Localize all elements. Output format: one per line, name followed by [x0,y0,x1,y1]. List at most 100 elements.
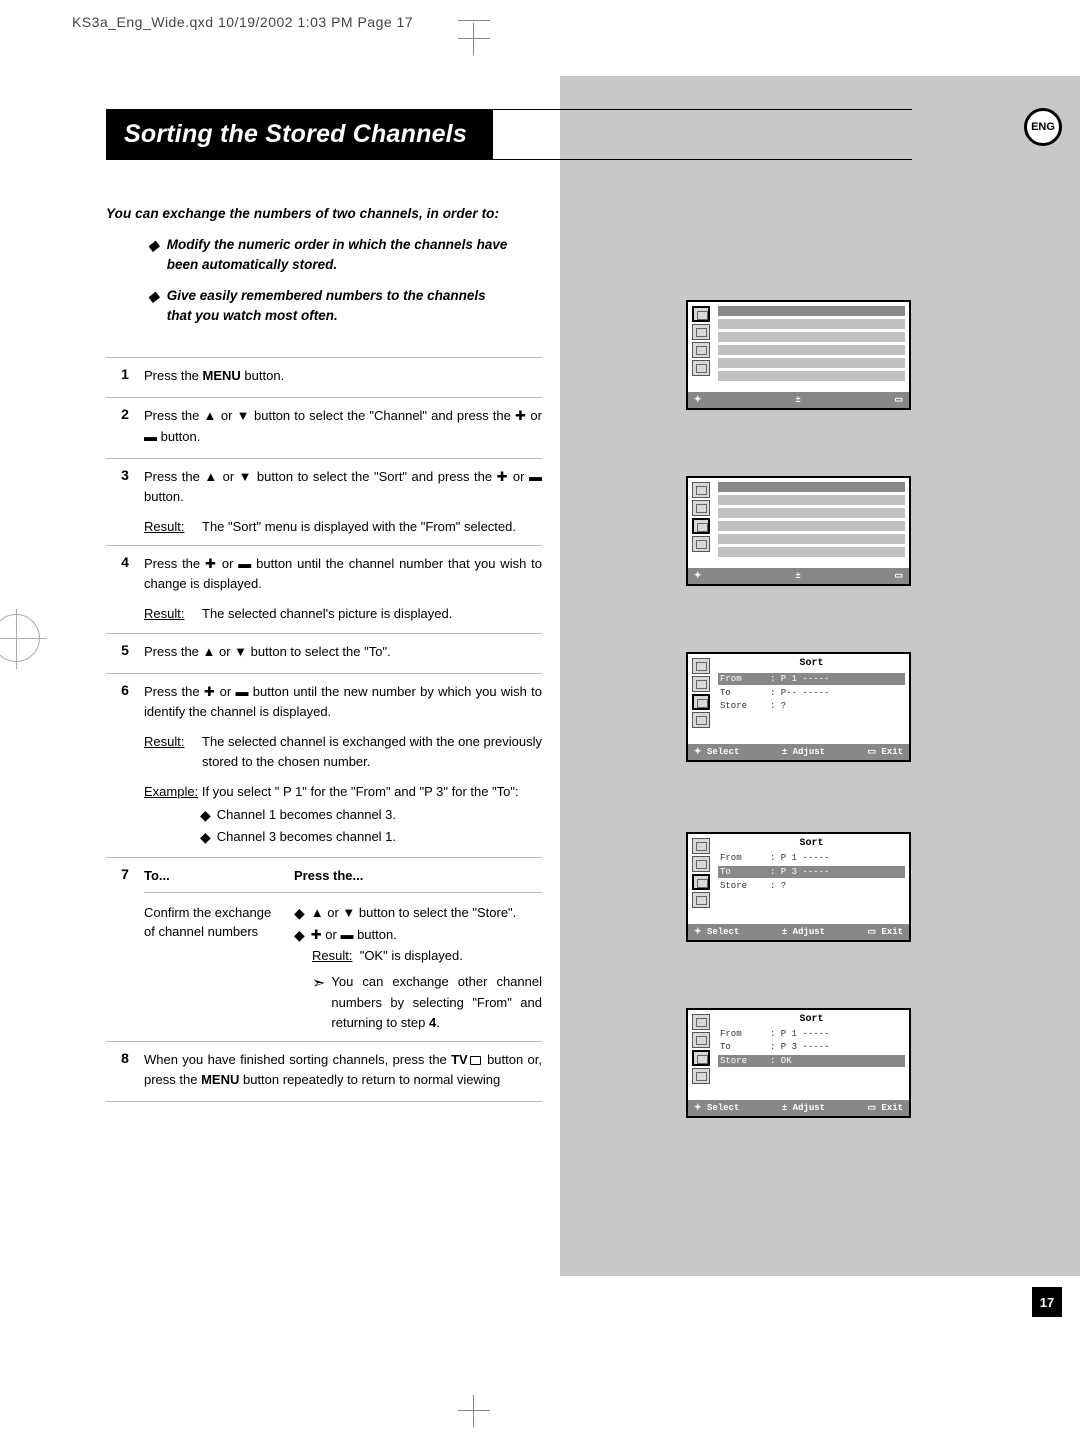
osd-foot: ✦ Select [694,747,739,757]
osd-icon [692,324,710,340]
osd-val: : P 3 ----- [770,1042,905,1052]
osd-screenshot-3: Sort From: P 1 ----- To: P-- ----- Store… [686,652,911,762]
step-text: Press the ▲ or ▼ button to select the "C… [144,406,542,446]
osd-icon [692,838,710,854]
osd-icon [692,658,710,674]
osd-foot: ▭ [894,571,903,581]
step-2: 2 Press the ▲ or ▼ button to select the … [106,398,542,458]
osd-val: : P-- ----- [770,688,905,698]
step-num: 5 [106,642,144,665]
osd-foot: ▭ Exit [867,747,903,757]
page-number: 17 [1032,1287,1062,1317]
osd-icon [692,500,710,516]
osd-screenshot-4: Sort From: P 1 ----- To: P 3 ----- Store… [686,832,911,942]
osd-icon [692,1068,710,1084]
step-num: 2 [106,406,144,449]
osd-store: Store [718,701,770,711]
osd-icon [692,892,710,908]
crop-mark-top [458,20,490,55]
osd-icon [692,1050,710,1066]
step-7: 7 To... Press the... Confirm the exchang… [106,857,542,1042]
step-num: 7 [106,866,144,1033]
step-text: Press the MENU button. [144,366,542,386]
intro-bullet-1-text: Modify the numeric order in which the ch… [167,235,508,274]
osd-icon [692,360,710,376]
step-num: 3 [106,467,144,537]
step-8: 8 When you have finished sorting channel… [106,1042,542,1102]
osd-screenshot-5: Sort From: P 1 ----- To: P 3 ----- Store… [686,1008,911,1118]
result-label: Result: [144,517,202,537]
osd-val: : ? [770,881,905,891]
intro-bullet-2: ◆ Give easily remembered numbers to the … [148,286,508,325]
step-num: 1 [106,366,144,389]
osd-from: From [718,674,770,684]
step-3: 3 Press the ▲ or ▼ button to select the … [106,459,542,545]
osd-icon [692,712,710,728]
osd-val: : ? [770,701,905,711]
osd-foot: ± [795,571,800,581]
intro-text: You can exchange the numbers of two chan… [106,206,542,221]
crop-mark-left [0,614,52,674]
osd-icon [692,1014,710,1030]
result-text: "OK" is displayed. [360,948,463,963]
result-text: The "Sort" menu is displayed with the "F… [202,517,516,537]
note-arrow-icon: ➣ [312,972,325,1032]
note-text: You can exchange other channel numbers b… [331,972,542,1032]
example-text: If you select " P 1" for the "From" and … [202,784,519,799]
intro-bullet-1: ◆ Modify the numeric order in which the … [148,235,508,274]
osd-from: From [718,853,770,863]
osd-title: Sort [718,658,905,669]
osd-icon [692,518,710,534]
doc-header: KS3a_Eng_Wide.qxd 10/19/2002 1:03 PM Pag… [72,14,413,30]
intro-bullet-2-text: Give easily remembered numbers to the ch… [167,286,508,325]
osd-to: To [718,1042,770,1052]
step-text: Press the ✚ or ▬ button until the channe… [144,554,542,594]
ex-bullet: Channel 1 becomes channel 3. [217,805,396,827]
osd-val: : P 1 ----- [770,853,905,863]
osd-icon [692,694,710,710]
osd-val: : OK [770,1056,905,1066]
step-text: Press the ✚ or ▬ button until the new nu… [144,682,542,722]
step-num: 8 [106,1050,144,1093]
osd-store: Store [718,1056,770,1066]
osd-to: To [718,867,770,877]
osd-foot: ± Adjust [782,927,825,937]
osd-foot: ▭ Exit [867,1103,903,1113]
osd-icon [692,536,710,552]
osd-icon [692,306,710,322]
osd-to: To [718,688,770,698]
osd-foot: ✦ [694,395,702,405]
osd-screenshot-1: ✦±▭ [686,300,911,410]
osd-foot: ▭ Exit [867,927,903,937]
osd-icon [692,676,710,692]
press-bullet: ▲ or ▼ button to select the "Store". [311,903,517,925]
press-bullet: ✚ or ▬ button. [311,925,397,947]
osd-icon [692,856,710,872]
osd-screenshot-2: ✦ ± ▭ [686,476,911,586]
osd-foot: ± Adjust [782,747,825,757]
osd-foot: ✦ Select [694,1103,739,1113]
page-title-bar: Sorting the Stored Channels [106,109,912,160]
step-text: Press the ▲ or ▼ button to select the "S… [144,467,542,507]
result-text: The selected channel's picture is displa… [202,604,452,624]
diamond-icon: ◆ [148,235,159,274]
col-head-press: Press the... [294,866,363,886]
osd-foot: ✦ [694,571,702,581]
confirm-line-2: of channel numbers [144,922,294,942]
osd-title: Sort [718,1014,905,1025]
osd-icon [692,874,710,890]
osd-foot: ± [795,395,800,405]
step-num: 4 [106,554,144,624]
osd-val: : P 1 ----- [770,1029,905,1039]
result-label: Result: [144,732,202,772]
osd-icon [692,482,710,498]
osd-val: : P 1 ----- [770,674,905,684]
osd-foot: ± Adjust [782,1103,825,1113]
crop-mark-bottom [458,1395,490,1427]
result-label: Result: [144,604,202,624]
step-4: 4 Press the ✚ or ▬ button until the chan… [106,545,542,633]
step-6: 6 Press the ✚ or ▬ button until the new … [106,674,542,857]
step-1: 1 Press the MENU button. [106,357,542,398]
col-head-to: To... [144,866,294,886]
osd-from: From [718,1029,770,1039]
